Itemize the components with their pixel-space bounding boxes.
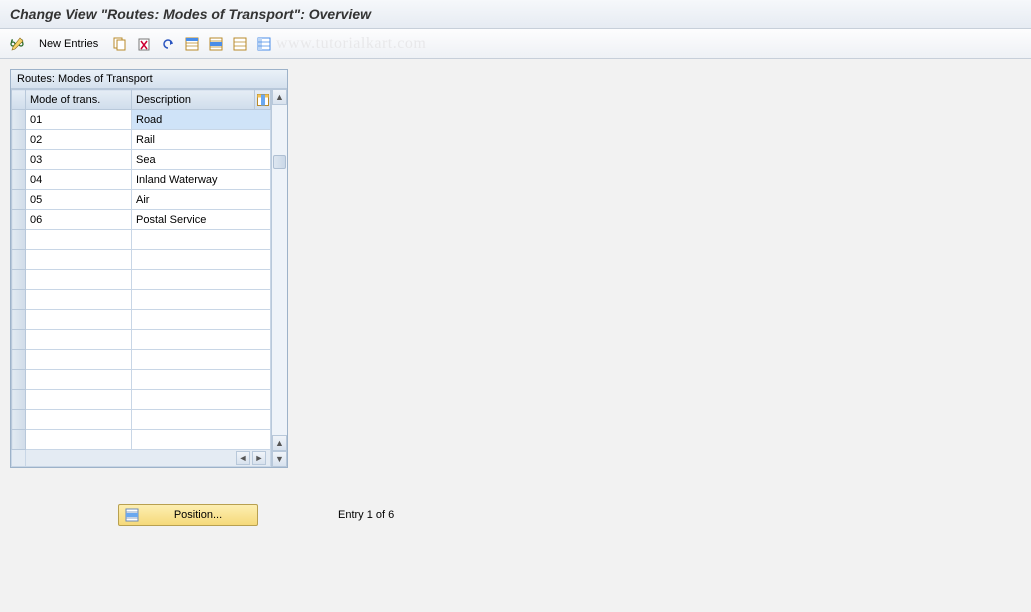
table-config-button[interactable] xyxy=(255,90,271,110)
glasses-icon xyxy=(9,36,25,52)
description-input[interactable] xyxy=(132,290,270,309)
new-entries-button[interactable]: New Entries xyxy=(30,33,107,55)
mode-input[interactable] xyxy=(26,350,131,369)
hscroll-spacer xyxy=(12,450,26,467)
description-input[interactable] xyxy=(132,210,270,229)
scroll-track[interactable] xyxy=(272,105,287,435)
row-selector[interactable] xyxy=(12,410,26,430)
description-input[interactable] xyxy=(132,150,270,169)
scroll-right-button[interactable]: ► xyxy=(252,451,266,465)
mode-input[interactable] xyxy=(26,310,131,329)
horizontal-scrollbar[interactable]: ◄ ► xyxy=(26,450,270,466)
description-input[interactable] xyxy=(132,190,270,209)
row-selector[interactable] xyxy=(12,210,26,230)
description-input[interactable] xyxy=(132,270,270,289)
row-selector[interactable] xyxy=(12,290,26,310)
mode-input[interactable] xyxy=(26,130,131,149)
position-button[interactable]: Position... xyxy=(118,504,258,526)
description-input[interactable] xyxy=(132,430,270,449)
row-selector[interactable] xyxy=(12,190,26,210)
row-selector[interactable] xyxy=(12,170,26,190)
row-selector[interactable] xyxy=(12,330,26,350)
scroll-left-button[interactable]: ◄ xyxy=(236,451,250,465)
scroll-up-button[interactable]: ▲ xyxy=(272,89,287,105)
undo-button[interactable] xyxy=(157,33,179,55)
mode-input[interactable] xyxy=(26,110,131,129)
delete-icon xyxy=(137,37,151,51)
mode-input[interactable] xyxy=(26,370,131,389)
mode-input[interactable] xyxy=(26,410,131,429)
position-icon xyxy=(125,508,139,522)
vertical-scrollbar[interactable]: ▲ ▲ ▼ xyxy=(271,89,287,467)
mode-input[interactable] xyxy=(26,270,131,289)
modes-table: Mode of trans. Description xyxy=(11,89,271,467)
change-display-button[interactable] xyxy=(6,33,28,55)
entry-count-text: Entry 1 of 6 xyxy=(338,509,394,521)
mode-input[interactable] xyxy=(26,210,131,229)
table-container: Routes: Modes of Transport Mode of trans… xyxy=(10,69,288,468)
row-selector[interactable] xyxy=(12,130,26,150)
row-selector[interactable] xyxy=(12,310,26,330)
deselect-all-button[interactable] xyxy=(229,33,251,55)
scroll-down-button[interactable]: ▼ xyxy=(272,451,287,467)
row-selector[interactable] xyxy=(12,270,26,290)
select-all-button[interactable] xyxy=(181,33,203,55)
select-block-button[interactable] xyxy=(205,33,227,55)
description-input[interactable] xyxy=(132,370,270,389)
new-entries-label: New Entries xyxy=(39,38,98,50)
copy-icon xyxy=(113,37,127,51)
deselect-icon xyxy=(233,37,247,51)
mode-input[interactable] xyxy=(26,190,131,209)
mode-input[interactable] xyxy=(26,390,131,409)
table-caption: Routes: Modes of Transport xyxy=(11,70,287,89)
description-input[interactable] xyxy=(132,170,270,189)
row-selector[interactable] xyxy=(12,250,26,270)
description-input[interactable] xyxy=(132,110,270,129)
row-selector[interactable] xyxy=(12,430,26,450)
select-block-icon xyxy=(209,37,223,51)
description-input[interactable] xyxy=(132,330,270,349)
copy-as-button[interactable] xyxy=(109,33,131,55)
page-title: Change View "Routes: Modes of Transport"… xyxy=(0,0,1031,29)
mode-input[interactable] xyxy=(26,290,131,309)
row-selector[interactable] xyxy=(12,390,26,410)
table-settings-icon xyxy=(257,37,271,51)
description-input[interactable] xyxy=(132,390,270,409)
row-selector-header[interactable] xyxy=(12,90,26,110)
mode-input[interactable] xyxy=(26,170,131,189)
row-selector[interactable] xyxy=(12,150,26,170)
row-selector[interactable] xyxy=(12,350,26,370)
row-selector[interactable] xyxy=(12,110,26,130)
mode-input[interactable] xyxy=(26,230,131,249)
undo-icon xyxy=(161,37,175,51)
select-all-icon xyxy=(185,37,199,51)
column-header-description[interactable]: Description xyxy=(132,90,255,110)
row-selector[interactable] xyxy=(12,370,26,390)
mode-input[interactable] xyxy=(26,250,131,269)
description-input[interactable] xyxy=(132,310,270,329)
toolbar: New Entries xyxy=(0,29,1031,59)
description-input[interactable] xyxy=(132,410,270,429)
configuration-button[interactable] xyxy=(253,33,275,55)
row-selector[interactable] xyxy=(12,230,26,250)
mode-input[interactable] xyxy=(26,430,131,449)
mode-input[interactable] xyxy=(26,150,131,169)
description-input[interactable] xyxy=(132,250,270,269)
description-input[interactable] xyxy=(132,130,270,149)
delete-button[interactable] xyxy=(133,33,155,55)
description-input[interactable] xyxy=(132,350,270,369)
footer: Position... Entry 1 of 6 xyxy=(118,504,1021,526)
columns-config-icon xyxy=(257,94,269,106)
scroll-down-page-button[interactable]: ▲ xyxy=(272,435,287,451)
position-label: Position... xyxy=(145,509,251,521)
content-area: Routes: Modes of Transport Mode of trans… xyxy=(0,59,1031,536)
description-input[interactable] xyxy=(132,230,270,249)
column-header-mode[interactable]: Mode of trans. xyxy=(26,90,132,110)
mode-input[interactable] xyxy=(26,330,131,349)
scroll-thumb[interactable] xyxy=(273,155,286,169)
